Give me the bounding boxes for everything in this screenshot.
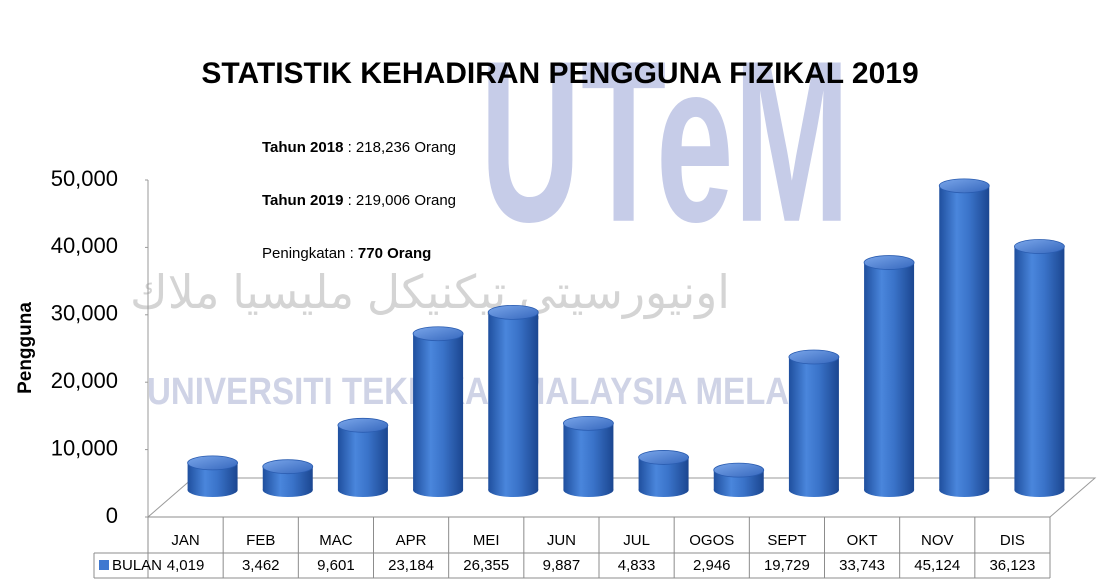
bar-body [1014,246,1065,490]
data-label: 36,123 [989,557,1035,574]
bar [788,349,840,497]
chart-title: STATISTIK KEHADIRAN PENGGUNA FIZIKAL 201… [201,57,918,90]
bar-top [337,417,389,433]
x-tick-label: OKT [847,532,878,549]
bar [412,326,464,497]
bar-body [413,333,464,490]
y-tick-label: 0 [106,503,118,528]
y-tick-label: 50,000 [51,166,118,191]
bar [1014,239,1065,497]
bar [187,455,238,497]
annotation-part: : 219,006 Orang [343,192,456,209]
x-tick-label: MAC [319,532,353,549]
annotation-part: 770 Orang [358,245,431,262]
y-tick-label: 30,000 [51,301,118,326]
bar-body [939,185,990,490]
data-label: 4,833 [618,557,656,574]
x-tick-label: SEPT [767,532,806,549]
x-tick-label: JUN [547,532,576,549]
x-tick-label: OGOS [689,532,734,549]
x-tick-label: DIS [1000,532,1025,549]
bar [563,415,614,497]
annotation-part: Tahun 2018 [262,139,343,156]
bar-top [938,178,990,194]
bar [638,450,689,497]
bar-top [788,349,840,365]
data-label: 9,601 [317,557,355,574]
x-tick-label: NOV [921,532,954,549]
x-tick-label: MEI [473,532,500,549]
data-label: 45,124 [914,557,960,574]
x-tick-label: FEB [246,532,275,549]
bar [487,304,539,497]
legend-swatch [99,560,109,570]
legend-label: BULAN [112,557,162,574]
bar-top [863,255,915,270]
bar-top [1014,239,1065,254]
bar-top [187,455,238,471]
x-tick-label: JUL [623,532,650,549]
y-tick-label: 20,000 [51,368,118,393]
bar-body [864,262,915,490]
bar-top [262,459,314,475]
bar-top [563,415,614,431]
annotation: Tahun 2019 : 219,006 Orang [262,192,456,209]
bar [337,417,389,497]
annotations: Tahun 2018 : 218,236 Orang Tahun 2019 : 2… [262,139,456,262]
data-label: 4,019 [167,557,205,574]
bar-body [488,312,539,490]
bar [713,462,765,497]
data-label: 3,462 [242,557,280,574]
x-tick-label: APR [396,532,427,549]
bar-top [412,326,464,342]
watermark-logo: UTeM [480,13,850,270]
bar-top [638,450,689,465]
annotation-part: : 218,236 Orang [343,139,456,156]
annotation: Tahun 2018 : 218,236 Orang [262,139,456,156]
bar [938,178,990,497]
bar-body [563,423,614,490]
y-axis-label: Pengguna [15,302,36,394]
annotation-part: Tahun 2019 [262,192,343,209]
y-tick-label: 40,000 [51,233,118,258]
data-label: 9,887 [543,557,581,574]
annotation: Peningkatan : 770 Orang [262,245,431,262]
bar-body [788,357,839,490]
data-label: 23,184 [388,557,434,574]
data-label: 26,355 [463,557,509,574]
x-tick-label: JAN [171,532,199,549]
watermark-arabic: اونيورسيتي تيكنيكل مليسيا ملاك [130,266,730,320]
data-label: 33,743 [839,557,885,574]
bar-top [487,304,539,320]
data-label: 19,729 [764,557,810,574]
annotation-part: Peningkatan : [262,245,358,262]
bar-body [337,425,388,490]
bar [863,255,915,497]
y-tick-label: 10,000 [51,435,118,460]
bar-top [713,462,765,478]
data-label: 2,946 [693,557,731,574]
bar [262,459,314,497]
